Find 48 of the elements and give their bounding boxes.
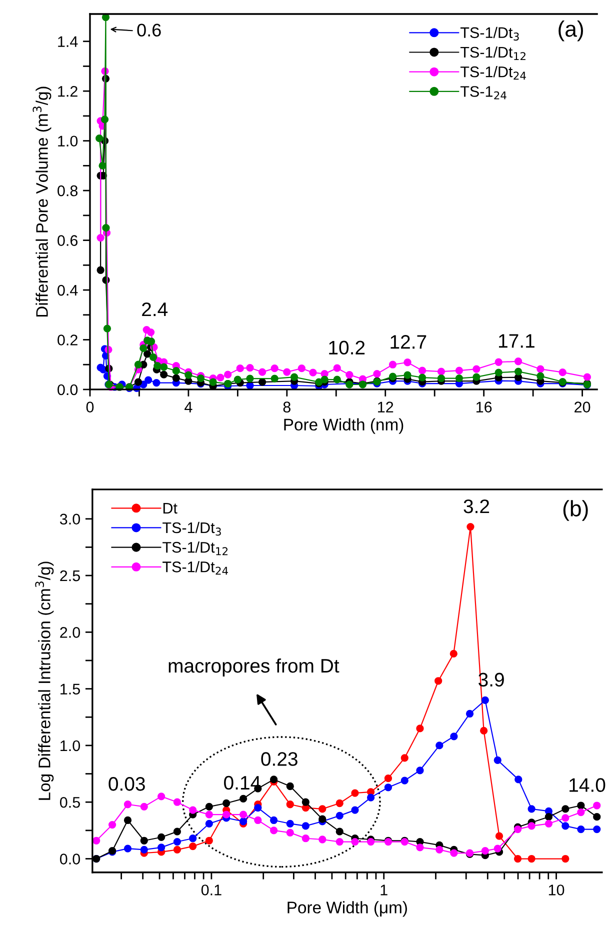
y-tick-label: 0.6 <box>58 235 78 246</box>
y-tick-label: 1.0 <box>60 740 80 752</box>
x-tick-label: 0 <box>86 402 94 413</box>
y-tick-label: 0.0 <box>58 384 78 396</box>
y-tick-label: 2.0 <box>60 627 80 638</box>
annotation: 0.6 <box>137 24 161 37</box>
y-tick-label: 2.5 <box>60 570 80 582</box>
y-axis-title: Log Differential Intrusion (cm$^{3}$/g) <box>35 562 54 800</box>
x-tick-label: 20 <box>574 402 590 413</box>
annotation: 0.23 <box>261 752 298 766</box>
x-tick-label: 12 <box>378 402 394 412</box>
legend-label: Dt <box>163 502 178 514</box>
annotation: (a) <box>558 20 584 42</box>
y-tick-label: 0.0 <box>60 854 80 864</box>
x-tick-label: 4 <box>184 402 192 412</box>
legend-label: TS-1/Dt$_{12}$ <box>460 46 526 60</box>
legend-label: TS-1/Dt$_{24}$ <box>460 66 526 80</box>
x-axis-title: Pore Width (μm) <box>288 901 407 917</box>
x-tick-label: 16 <box>476 402 492 413</box>
annotation: 14.0 <box>570 778 606 792</box>
y-tick-label: 0.8 <box>58 185 78 196</box>
annotation: 2.4 <box>142 302 168 316</box>
y-tick-label: 0.2 <box>58 334 78 346</box>
annotation: 12.7 <box>390 335 426 349</box>
y-axis-title: Differential Pore Volume (m$^{3}$/g) <box>32 86 52 317</box>
annotation: 17.1 <box>499 334 534 348</box>
annotation: 3.2 <box>464 499 490 514</box>
x-tick-label: 1 <box>380 884 388 896</box>
annotation: 0.03 <box>108 777 145 791</box>
annotation: (b) <box>563 500 588 521</box>
x-tick-label: 0.1 <box>201 884 222 896</box>
x-axis-title: Pore Width (nm) <box>284 418 404 434</box>
legend-label: TS-1/Dt$_{3}$ <box>460 26 519 41</box>
annotation: 10.2 <box>329 340 365 355</box>
y-tick-label: 1.4 <box>58 36 78 47</box>
y-tick-label: 0.5 <box>60 796 80 808</box>
x-tick-label: 10 <box>548 884 564 896</box>
x-tick-label: 8 <box>283 402 290 413</box>
legend-label: TS-1/Dt$_{3}$ <box>162 522 221 536</box>
y-tick-label: 1.0 <box>58 136 78 147</box>
legend-label: TS-1/Dt$_{24}$ <box>162 561 228 575</box>
legend-label: TS-1$_{24}$ <box>460 86 506 100</box>
y-tick-label: 1.5 <box>60 684 80 695</box>
annotation: macropores from Dt <box>168 658 340 677</box>
y-tick-label: 3.0 <box>60 514 80 525</box>
y-tick-label: 1.2 <box>58 86 78 97</box>
legend-label: TS-1/Dt$_{12}$ <box>162 542 228 556</box>
y-tick-label: 0.4 <box>58 284 78 296</box>
